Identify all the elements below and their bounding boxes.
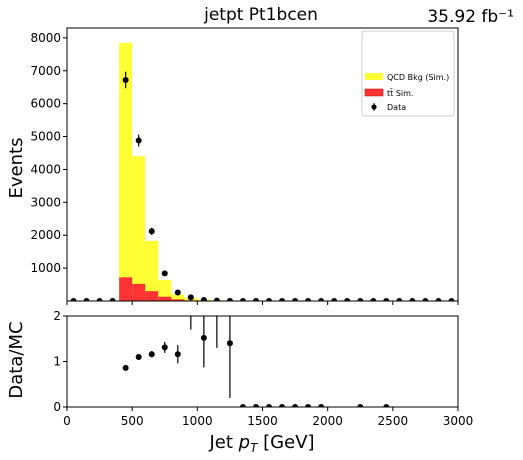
ratio-point xyxy=(174,351,181,358)
ratio-point xyxy=(292,404,299,407)
ratio-point xyxy=(200,334,207,341)
data-point xyxy=(357,298,364,301)
legend-marker-data xyxy=(371,104,377,110)
y-tick-label: 4000 xyxy=(30,162,61,176)
x-tick-label: 1500 xyxy=(247,414,278,428)
data-point xyxy=(174,289,181,296)
x-tick-label: 2000 xyxy=(312,414,343,428)
ratio-point xyxy=(266,404,273,407)
qcd-bar xyxy=(171,294,185,301)
y-tick-label: 5000 xyxy=(30,130,61,144)
ratio-point xyxy=(226,340,233,347)
data-point xyxy=(279,298,286,301)
data-point xyxy=(370,298,377,301)
y-axis-title: Events xyxy=(6,138,27,199)
x-tick-label: 1000 xyxy=(182,414,213,428)
data-point xyxy=(448,298,455,301)
data-point xyxy=(409,298,416,301)
x-axis-title-unit: [GeV] xyxy=(257,432,314,453)
data-point xyxy=(318,298,325,301)
data-point xyxy=(396,298,403,301)
ratio-point xyxy=(122,364,129,371)
data-point xyxy=(422,298,429,301)
ratio-point xyxy=(305,404,312,407)
legend-swatch-ttbar xyxy=(364,88,384,97)
qcd-bar xyxy=(119,42,133,301)
ttbar-bar xyxy=(132,283,146,301)
data-point xyxy=(161,270,168,277)
data-point xyxy=(226,297,233,301)
ratio-y-axis-title: Data/MC xyxy=(6,321,27,398)
ttbar-bar xyxy=(158,296,172,301)
ratio-plot-panel: 0 1 2 0 500 1000 1500 2000 2500 3000 xyxy=(53,309,474,428)
y-tick-label: 3000 xyxy=(30,195,61,209)
data-point xyxy=(109,298,116,301)
ttbar-bar xyxy=(171,299,185,301)
data-point xyxy=(200,297,207,301)
qcd-bar xyxy=(158,279,172,301)
ratio-point xyxy=(252,404,259,407)
ratio-plot-frame xyxy=(66,315,459,408)
data-point xyxy=(148,228,155,235)
ratio-y-tick-label: 0 xyxy=(53,400,61,414)
ttbar-bar xyxy=(119,277,133,301)
data-points xyxy=(70,71,455,301)
main-plot-panel: 1000 2000 3000 4000 5000 6000 7000 8000 QCD Bkg … xyxy=(30,27,459,305)
data-point xyxy=(383,298,390,301)
data-point xyxy=(122,76,129,83)
ratio-point xyxy=(239,404,246,407)
ratio-point xyxy=(135,353,142,360)
ratio-y-tick-label: 2 xyxy=(53,309,61,323)
legend-label-ttbar: tt̄ Sim. xyxy=(387,88,413,98)
data-point xyxy=(435,298,442,301)
x-tick-label: 3000 xyxy=(443,414,474,428)
x-axis-title: Jet pT [GeV] xyxy=(208,432,314,455)
data-point xyxy=(135,137,142,144)
ratio-point xyxy=(383,404,390,407)
legend-box xyxy=(361,30,455,117)
ratio-points xyxy=(122,316,390,407)
ttbar-bar xyxy=(145,291,159,301)
ratio-point xyxy=(148,351,155,358)
legend-swatch-qcd xyxy=(365,73,383,80)
x-tick-label: 2500 xyxy=(378,414,409,428)
data-point xyxy=(305,298,312,301)
x-axis-title-p: p xyxy=(238,432,250,453)
y-tick-label: 8000 xyxy=(30,31,61,45)
data-point xyxy=(331,298,338,301)
data-point xyxy=(70,298,77,301)
ratio-point xyxy=(279,404,286,407)
data-point xyxy=(252,298,259,301)
legend-label-data: Data xyxy=(387,103,406,112)
x-tick-label: 500 xyxy=(121,414,144,428)
data-point xyxy=(292,298,299,301)
y-tick-label: 2000 xyxy=(30,228,61,242)
x-axis-title-main: Jet xyxy=(208,432,238,453)
data-point xyxy=(266,298,273,301)
x-axis-title-sub: T xyxy=(250,441,259,455)
data-point xyxy=(344,298,351,301)
x-tick-label: 0 xyxy=(63,414,71,428)
luminosity-label: 35.92 fb⁻¹ xyxy=(427,7,514,27)
qcd-bar xyxy=(145,240,159,301)
data-point xyxy=(187,294,194,301)
y-tick-label: 1000 xyxy=(30,261,61,275)
chart-title: jetpt Pt1bcen xyxy=(203,5,318,25)
ratio-point xyxy=(357,404,364,407)
data-point xyxy=(83,298,90,301)
y-tick-label: 6000 xyxy=(30,97,61,111)
y-tick-label: 7000 xyxy=(30,64,61,78)
data-point xyxy=(213,297,220,301)
legend-label-qcd: QCD Bkg (Sim.) xyxy=(387,73,449,82)
ratio-point xyxy=(161,344,168,351)
ratio-y-tick-label: 1 xyxy=(53,355,61,369)
data-point xyxy=(96,298,103,301)
ratio-point xyxy=(318,404,325,407)
data-point xyxy=(239,298,246,301)
qcd-bar xyxy=(132,156,146,301)
legend: QCD Bkg (Sim.) tt̄ Sim. Data xyxy=(361,30,455,117)
stacked-bars xyxy=(119,42,224,301)
